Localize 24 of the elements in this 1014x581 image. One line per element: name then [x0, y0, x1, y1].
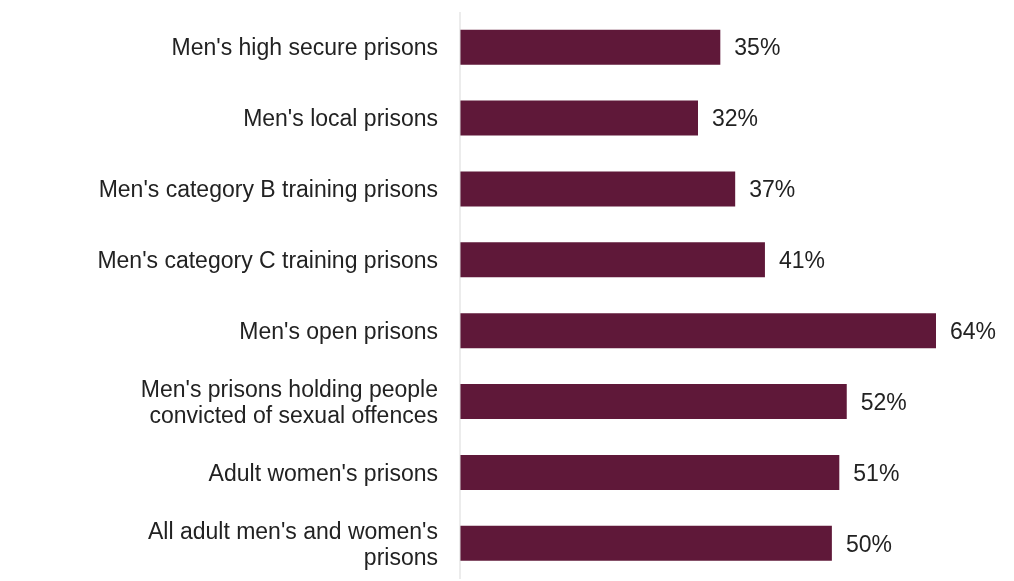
- y-tick-label: All adult men's and women's prisons: [147, 517, 438, 570]
- y-tick-label: Men's open prisons: [239, 317, 438, 344]
- bar: [460, 171, 736, 207]
- data-label: 41%: [778, 247, 825, 274]
- y-tick-label: Men's prisons holding people convicted of sexual offences: [140, 375, 438, 428]
- y-tick-label: Men's category C training prisons: [97, 247, 438, 274]
- data-label: 52%: [860, 388, 907, 415]
- data-label: 32%: [712, 105, 759, 132]
- y-tick-label: Men's local prisons: [243, 105, 438, 132]
- data-label: 50%: [845, 530, 892, 557]
- y-tick-label: Men's category B training prisons: [98, 176, 438, 203]
- data-label: 51%: [853, 459, 900, 486]
- bar: [460, 100, 698, 136]
- bar: [460, 242, 765, 278]
- data-label: 64%: [950, 317, 997, 344]
- data-label: 37%: [749, 176, 796, 203]
- bar: [460, 525, 832, 561]
- y-tick-label: Adult women's prisons: [208, 459, 438, 486]
- bar: [460, 454, 840, 490]
- data-label: 35%: [734, 34, 781, 61]
- bar: [460, 384, 847, 420]
- bar: [460, 29, 721, 65]
- y-tick-label: Men's high secure prisons: [171, 34, 438, 61]
- bar: [460, 313, 936, 349]
